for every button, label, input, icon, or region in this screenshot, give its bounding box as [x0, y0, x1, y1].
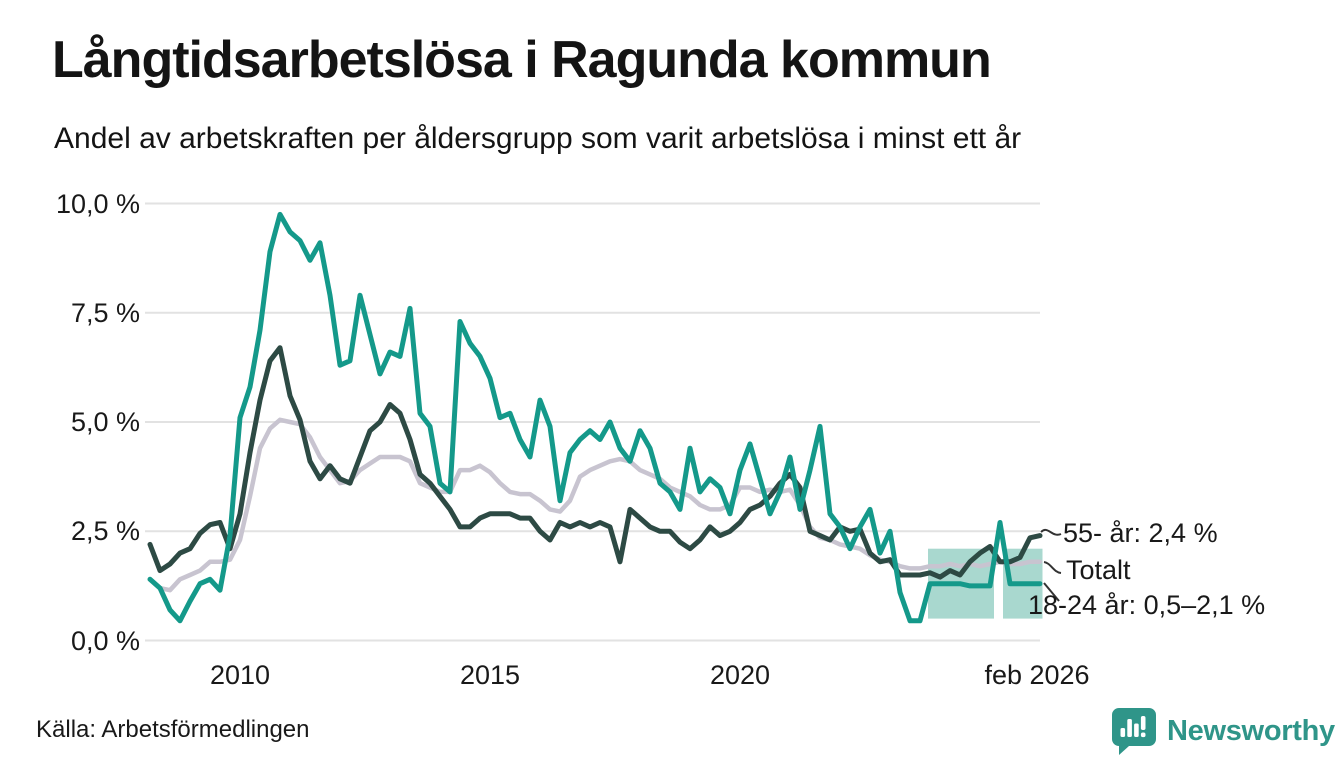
- y-axis-tick-label: 0,0 %: [70, 625, 140, 656]
- y-axis-tick-label: 10,0 %: [55, 188, 140, 219]
- y-axis-tick-label: 2,5 %: [70, 516, 140, 547]
- y-axis-tick-label: 7,5 %: [70, 297, 140, 328]
- newsworthy-logo: Newsworthy: [1110, 706, 1335, 756]
- chart-subtitle: Andel av arbetskraften per åldersgrupp s…: [54, 122, 1022, 155]
- y-axis-tick-label: 5,0 %: [70, 407, 140, 437]
- annotation-totalt: Totalt: [1066, 555, 1131, 585]
- brand-name: Newsworthy: [1167, 714, 1335, 747]
- x-axis-tick-label: 2020: [709, 660, 771, 690]
- page-title: Långtidsarbetslösa i Ragunda kommun: [52, 31, 992, 89]
- newsworthy-chart-bubble-icon: [1112, 708, 1156, 755]
- x-axis-tick-label: feb 2026: [984, 660, 1090, 690]
- annotation-18-24: 18-24 år: 0,5–2,1 %: [1028, 590, 1266, 620]
- source-note: Källa: Arbetsförmedlingen: [36, 716, 310, 743]
- annotation-55-plus: 55- år: 2,4 %: [1063, 518, 1218, 548]
- x-axis-tick-label: 2015: [459, 660, 521, 690]
- x-axis-tick-label: 2010: [209, 660, 271, 690]
